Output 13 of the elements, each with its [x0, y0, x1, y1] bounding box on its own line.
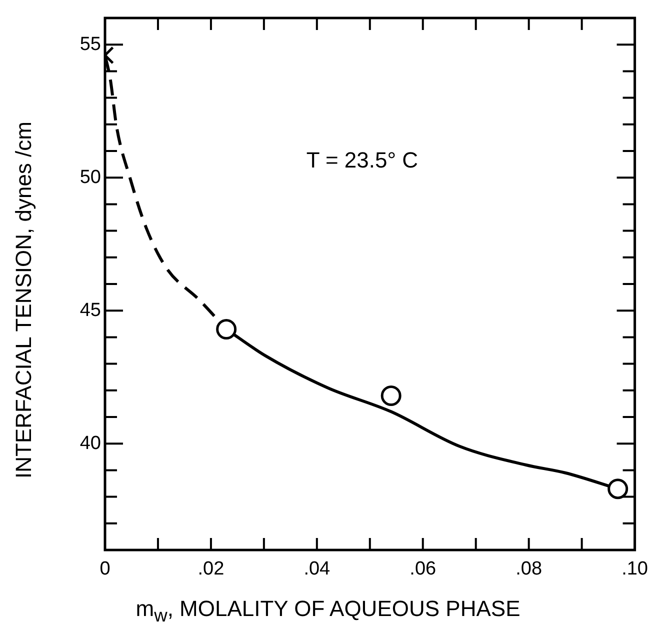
y-axis-title: INTERFACIAL TENSION, dynes /cm	[11, 122, 37, 478]
x-tick-label: 0	[100, 558, 110, 580]
x-axis-title: m$_{w}$, MOLALITY OF AQUEOUS PHASE	[134, 596, 522, 626]
y-tick-label: 45	[80, 300, 101, 321]
y-tick-label: 40	[80, 432, 101, 454]
x-tick-label: .02	[198, 558, 224, 580]
x-tick-label: .08	[516, 558, 542, 580]
x-tick-label: .10	[622, 558, 648, 580]
x-tick-label: .04	[304, 558, 331, 580]
y-tick-label: 50	[80, 166, 101, 188]
x-tick-label: .06	[410, 558, 436, 580]
annotation: T = 23.5° C	[306, 148, 418, 173]
y-tick-label: 55	[80, 34, 101, 55]
